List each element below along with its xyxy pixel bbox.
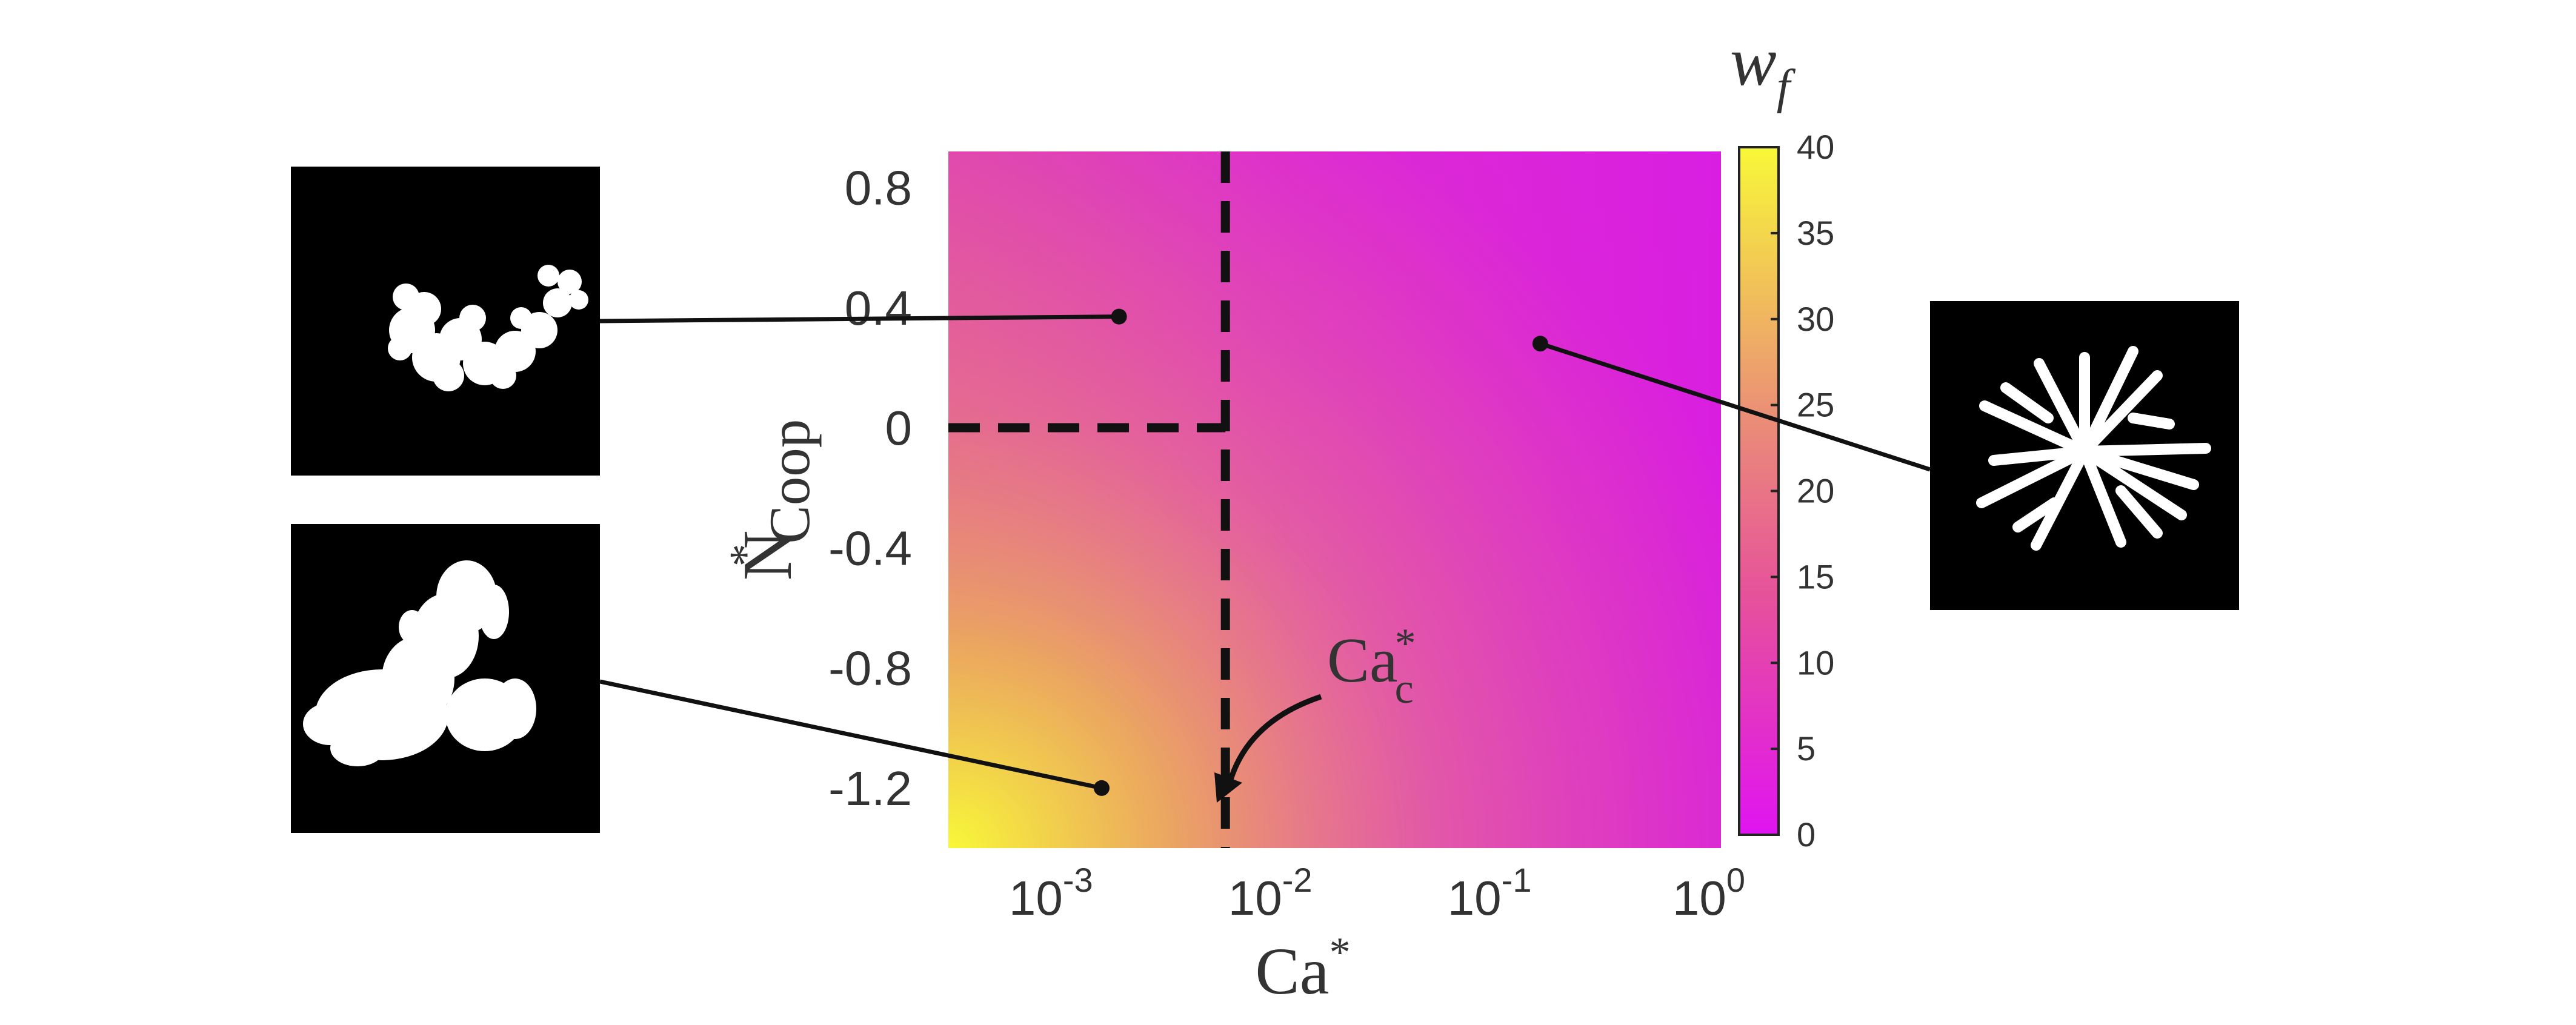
connector-radial-fingering xyxy=(1539,341,1931,472)
colorbar-tick-label: 40 xyxy=(1797,128,1834,166)
y-axis-label: N*Coop xyxy=(721,419,822,580)
connector-compact-branched xyxy=(599,314,1119,323)
inset-compact-branched xyxy=(291,167,600,476)
colorbar-tick-label: 25 xyxy=(1797,386,1834,424)
colorbar-tick-label: 35 xyxy=(1797,214,1834,252)
x-tick-label: 10-3 xyxy=(1009,861,1093,925)
y-axis-ticks: 0.8 0.4 0 -0.4 -0.8 -1.2 xyxy=(828,161,912,815)
colorbar-ticks: 0 5 10 15 20 25 30 35 40 xyxy=(1771,128,1834,854)
compact-branched-pattern-icon xyxy=(388,265,588,391)
colorbar-label: wf xyxy=(1730,23,1796,114)
y-tick-label: 0.4 xyxy=(845,281,912,335)
critical-ca-arrow xyxy=(1227,694,1322,783)
sample-point-compact-blob xyxy=(1093,780,1110,796)
critical-ca-arrowhead xyxy=(1214,772,1242,803)
radial-fingering-pattern-icon xyxy=(1976,346,2211,551)
critical-ca-label: Ca* c xyxy=(1327,620,1416,712)
x-axis-label: Ca* xyxy=(1255,929,1350,1008)
inset-compact-blob xyxy=(291,524,600,833)
connectors xyxy=(599,308,1931,796)
sample-point-compact-branched xyxy=(1111,308,1127,325)
x-tick-label: 10-1 xyxy=(1448,861,1532,925)
compact-blob-pattern-icon xyxy=(303,560,536,766)
y-tick-label: 0.8 xyxy=(845,161,912,214)
x-tick-label: 100 xyxy=(1672,861,1745,925)
colorbar-tick-label: 5 xyxy=(1797,729,1816,768)
colorbar-tick-label: 20 xyxy=(1797,472,1834,510)
y-tick-label: 0 xyxy=(885,401,913,455)
y-tick-label: -0.8 xyxy=(828,642,912,695)
colorbar-tick-label: 0 xyxy=(1797,815,1816,854)
y-tick-label: -0.4 xyxy=(828,521,912,575)
sample-point-radial-fingering xyxy=(1532,336,1548,352)
colorbar: 0 5 10 15 20 25 30 35 40 wf xyxy=(1730,23,1834,854)
inset-radial-fingering xyxy=(1930,301,2239,610)
heatmap xyxy=(948,151,1721,848)
x-tick-label: 10-2 xyxy=(1228,861,1313,925)
colorbar-tick-label: 10 xyxy=(1797,643,1834,682)
x-axis-ticks: 10-3 10-2 10-1 100 xyxy=(1009,861,1745,925)
colorbar-tick-label: 30 xyxy=(1797,300,1834,338)
heatmap-glow xyxy=(948,151,1721,848)
y-tick-label: -1.2 xyxy=(828,761,912,815)
colorbar-tick-label: 15 xyxy=(1797,557,1834,595)
connector-compact-blob xyxy=(599,679,1102,791)
